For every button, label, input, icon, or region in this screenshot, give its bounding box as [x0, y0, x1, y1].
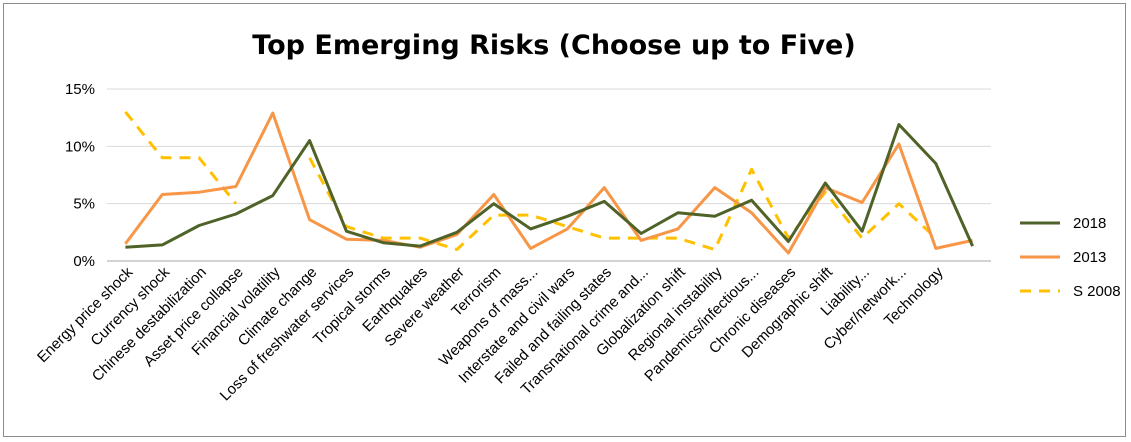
- chart-title: Top Emerging Risks (Choose up to Five): [252, 30, 856, 61]
- y-tick-label: 15%: [65, 81, 95, 98]
- y-tick-label: 0%: [73, 253, 95, 270]
- legend-label: S 2008: [1073, 283, 1121, 300]
- chart-area: Top Emerging Risks (Choose up to Five): [3, 3, 1126, 437]
- y-tick-label: 10%: [65, 138, 95, 155]
- series-line-2013: [124, 111, 973, 255]
- series-line-2018: [125, 123, 974, 249]
- legend-label: 2018: [1073, 215, 1106, 232]
- series-line-s-2008: [124, 110, 937, 251]
- y-tick-label: 5%: [73, 196, 95, 213]
- legend-label: 2013: [1073, 249, 1106, 266]
